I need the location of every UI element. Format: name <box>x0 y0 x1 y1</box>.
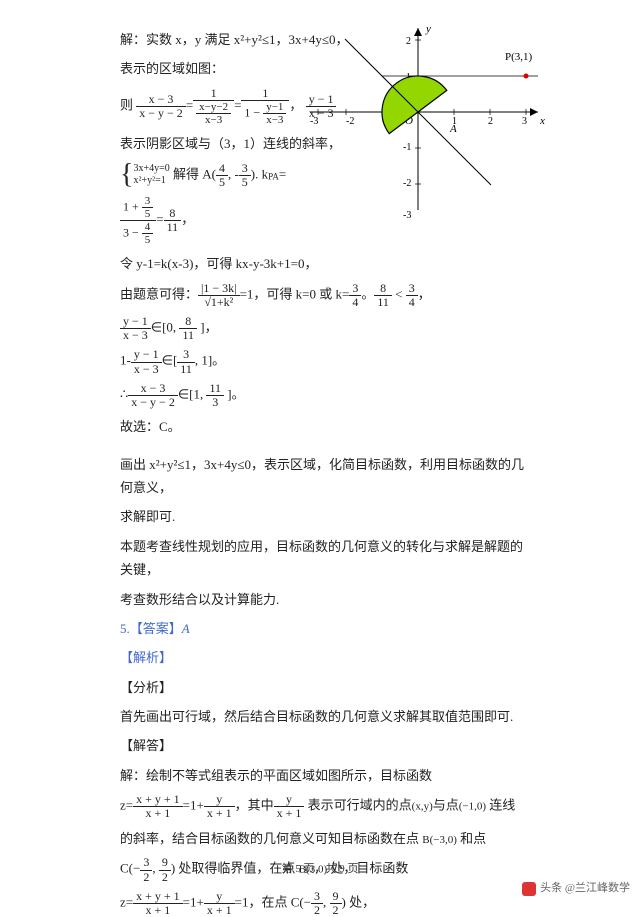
eq: z=x + y + 1x + 1=1+yx + 1=1，在点 C(−32, 92… <box>120 890 530 917</box>
svg-text:2: 2 <box>406 36 411 47</box>
eq: 1-y − 1x − 3∈[311, 1]。 <box>120 348 530 375</box>
eq: y − 1x − 3∈[0, 811 ]， <box>120 315 530 342</box>
answer-sub: 【解析】 <box>120 646 530 669</box>
line: 考查数形结合以及计算能力. <box>120 588 530 611</box>
toutiao-icon <box>522 882 536 896</box>
svg-text:A: A <box>449 123 457 135</box>
svg-text:-3: -3 <box>403 210 411 220</box>
line: 画出 x²+y²≤1，3x+4y≤0，表示区域，化简目标函数，利用目标函数的几何… <box>120 453 530 500</box>
svg-text:y: y <box>425 23 431 35</box>
svg-text:-2: -2 <box>346 116 354 127</box>
line: 本题考查线性规划的应用，目标函数的几何意义的转化与求解是解题的关键， <box>120 535 530 582</box>
svg-text:2: 2 <box>488 116 493 127</box>
line: 的斜率，结合目标函数的几何意义可知目标函数在点 B(−3,0) 和点 <box>120 827 530 851</box>
svg-text:-3: -3 <box>310 116 318 127</box>
line: 求解即可. <box>120 505 530 528</box>
svg-text:-2: -2 <box>403 178 411 189</box>
svg-text:-1: -1 <box>403 142 411 153</box>
coordinate-graph: yx O -3-2-1 123 12 -1-2-3 P(3,1) A <box>290 20 550 220</box>
answer-heading: 5.【答案】A <box>120 617 530 640</box>
line: 故选：C。 <box>120 415 530 438</box>
eq: z=x + y + 1x + 1=1+yx + 1，其中yx + 1 表示可行域… <box>120 793 530 820</box>
eq: 由题意可得：|1 − 3k|√1+k²=1，可得 k=0 或 k=34。811 … <box>120 282 530 309</box>
page-footer: 第 5 页，共 9 页 <box>0 860 640 880</box>
eq: ∴x − 3x − y − 2∈[1, 113 ]。 <box>120 382 530 409</box>
svg-text:3: 3 <box>522 116 527 127</box>
line: 【分析】 <box>120 676 530 699</box>
line: 令 y-1=k(x-3)，可得 kx-y-3k+1=0， <box>120 252 530 275</box>
line: 首先画出可行域，然后结合目标函数的几何意义求解其取值范围即可. <box>120 705 530 728</box>
svg-text:x: x <box>539 115 545 127</box>
line: 【解答】 <box>120 734 530 757</box>
watermark: 头条 @兰江峰数学 <box>522 879 630 899</box>
line: 解：绘制不等式组表示的平面区域如图所示，目标函数 <box>120 764 530 787</box>
svg-text:P(3,1): P(3,1) <box>505 51 533 63</box>
